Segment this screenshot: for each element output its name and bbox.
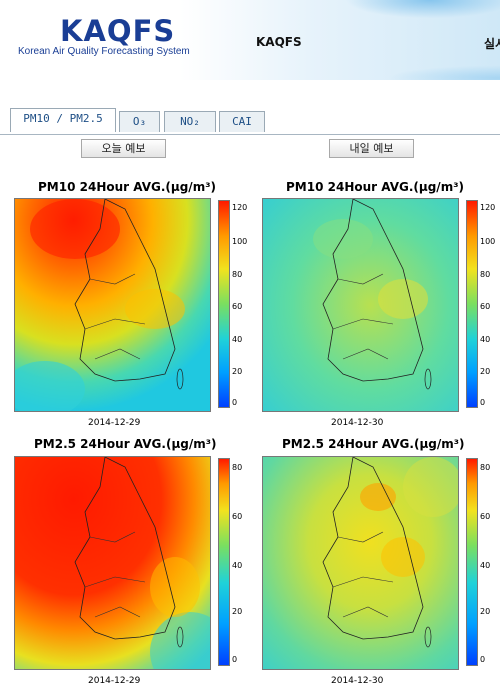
colorbar-tick: 0 xyxy=(480,655,486,664)
pollutant-tabs: PM10 / PM2.5 O₃ NO₂ CAI xyxy=(0,108,500,135)
colorbar-tick: 20 xyxy=(232,367,243,376)
tomorrow-forecast-button[interactable]: 내일 예보 xyxy=(329,139,414,158)
tab-pm10-pm25[interactable]: PM10 / PM2.5 xyxy=(10,108,116,132)
pm10-tomorrow-map-image xyxy=(263,199,458,411)
colorbar-tick: 120 xyxy=(232,203,248,212)
panel-title-pm25-today: PM2.5 24Hour AVG.(μg/m³) xyxy=(34,437,217,451)
header: KAQFS Korean Air Quality Forecasting Sys… xyxy=(0,0,500,80)
pm10-tomorrow-map xyxy=(262,198,459,412)
colorbar-tick: 120 xyxy=(480,203,496,212)
header-right-text[interactable]: 실시 xyxy=(484,37,500,51)
today-forecast-button[interactable]: 오늘 예보 xyxy=(81,139,166,158)
map-date-pm10-today: 2014-12-29 xyxy=(88,418,141,428)
colorbar-tick: 60 xyxy=(480,512,491,521)
pm25-tomorrow-map xyxy=(262,456,459,670)
colorbar-tick: 80 xyxy=(232,270,243,279)
colorbar-tick: 100 xyxy=(232,237,248,246)
tab-no2[interactable]: NO₂ xyxy=(164,111,216,132)
map-date-pm25-today: 2014-12-29 xyxy=(88,676,141,686)
pm10-today-map xyxy=(14,198,211,412)
header-sky-banner xyxy=(180,0,500,80)
pm25-tomorrow-map-image xyxy=(263,457,458,669)
colorbar-tick: 60 xyxy=(232,302,243,311)
header-title: KAQFS xyxy=(256,35,302,49)
panel-title-pm10-tomorrow: PM10 24Hour AVG.(μg/m³) xyxy=(286,180,464,194)
colorbar-tick: 0 xyxy=(480,398,486,407)
colorbar-tick: 40 xyxy=(480,561,491,570)
tab-cai[interactable]: CAI xyxy=(219,111,265,132)
panel-title-pm25-tomorrow: PM2.5 24Hour AVG.(μg/m³) xyxy=(282,437,465,451)
pm25-today-map-image xyxy=(15,457,210,669)
pm25-tomorrow-colorbar xyxy=(466,458,478,666)
map-date-pm10-tomorrow: 2014-12-30 xyxy=(331,418,384,428)
colorbar-tick: 20 xyxy=(480,607,491,616)
colorbar-tick: 40 xyxy=(480,335,491,344)
pm25-today-colorbar xyxy=(218,458,230,666)
colorbar-tick: 100 xyxy=(480,237,496,246)
pm10-today-map-image xyxy=(15,199,210,411)
colorbar-tick: 60 xyxy=(232,512,243,521)
logo-title[interactable]: KAQFS xyxy=(60,14,176,48)
colorbar-tick: 20 xyxy=(232,607,243,616)
pm10-today-colorbar xyxy=(218,200,230,408)
panel-title-pm10-today: PM10 24Hour AVG.(μg/m³) xyxy=(38,180,216,194)
tab-o3[interactable]: O₃ xyxy=(119,111,160,132)
colorbar-tick: 40 xyxy=(232,335,243,344)
map-date-pm25-tomorrow: 2014-12-30 xyxy=(331,676,384,686)
colorbar-tick: 20 xyxy=(480,367,491,376)
colorbar-tick: 0 xyxy=(232,655,238,664)
colorbar-tick: 80 xyxy=(480,463,491,472)
colorbar-tick: 80 xyxy=(232,463,243,472)
logo-subtitle: Korean Air Quality Forecasting System xyxy=(18,46,190,57)
pm10-tomorrow-colorbar xyxy=(466,200,478,408)
colorbar-tick: 0 xyxy=(232,398,238,407)
colorbar-tick: 60 xyxy=(480,302,491,311)
pm25-today-map xyxy=(14,456,211,670)
colorbar-tick: 80 xyxy=(480,270,491,279)
colorbar-tick: 40 xyxy=(232,561,243,570)
